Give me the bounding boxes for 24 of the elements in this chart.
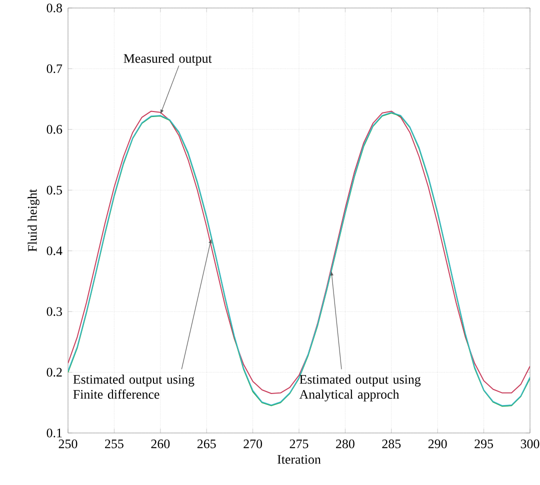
y-tick-label: 0.4 — [46, 246, 62, 256]
x-tick-label: 300 — [520, 440, 540, 448]
x-tick-label: 290 — [428, 440, 447, 448]
x-tick-label: 265 — [197, 440, 216, 448]
x-tick-label: 255 — [105, 440, 124, 448]
y-tick-label: 0.6 — [46, 125, 62, 134]
y-tick-label: 0.1 — [46, 428, 62, 438]
x-tick-label: 280 — [336, 440, 354, 448]
y-tick-label: 0.8 — [46, 4, 62, 12]
x-tick-label: 270 — [244, 440, 262, 448]
annotation: Measured output — [124, 54, 212, 66]
x-tick-label: 260 — [151, 440, 170, 448]
y-tick-label: 0.3 — [46, 307, 62, 316]
y-tick-label: 0.5 — [46, 186, 62, 195]
y-axis-title: Fluid height — [28, 189, 40, 252]
y-tick-label: 0.2 — [46, 368, 62, 377]
annotation: Estimated output using Analytical approch — [299, 374, 421, 402]
x-tick-label: 250 — [58, 440, 78, 448]
y-tick-label: 0.7 — [46, 64, 62, 74]
annotation: Estimated output using Finite difference — [73, 374, 194, 399]
x-tick-label: 295 — [474, 440, 494, 448]
x-axis-title: Iteration — [278, 455, 321, 464]
x-tick-label: 275 — [290, 440, 308, 448]
x-tick-label: 285 — [382, 440, 401, 448]
